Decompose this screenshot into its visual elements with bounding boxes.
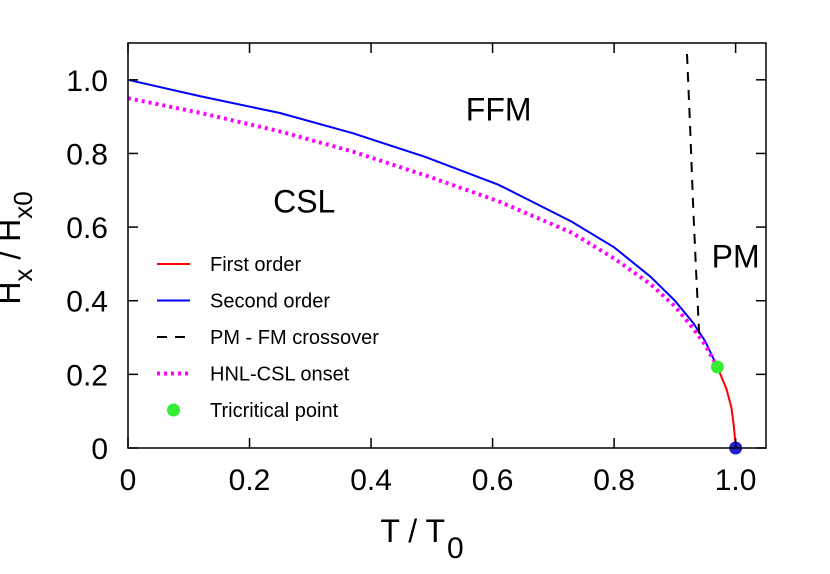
series-line-hnl-csl-onset [127, 96, 720, 368]
y-axis-label-numerator-text: H [0, 282, 27, 305]
x-tick-label: 0.8 [593, 464, 635, 497]
legend-label-pm-fm-crossover: PM - FM crossover [210, 327, 379, 349]
point-tricritical-point [710, 360, 724, 374]
points-layer [710, 360, 743, 455]
region-label-ffm: FFM [466, 91, 532, 127]
x-tick-label: 1.0 [715, 464, 757, 497]
region-label-csl: CSL [273, 183, 335, 219]
x-tick-label: 0 [120, 464, 137, 497]
y-tick-label: 0 [91, 433, 108, 466]
y-axis-label-numerator: Hx / Hx0 [0, 191, 38, 304]
regions-layer: FFM CSL PM [273, 91, 760, 274]
y-tick-label: 0.4 [66, 286, 108, 319]
series-layer [127, 53, 737, 449]
x-tick-label: 0.4 [350, 464, 392, 497]
legend-label-first-order: First order [210, 254, 301, 276]
legend-swatch-tricritical-point [167, 403, 180, 417]
x-tick-label: 0.2 [229, 464, 271, 497]
y-tick-label: 0.8 [66, 138, 108, 171]
ticks-layer: 0 0.2 0.4 0.6 0.8 1.0 0 0.2 0.4 0.6 0.8 1.0 [66, 43, 766, 497]
y-tick-label: 1.0 [66, 65, 108, 98]
y-tick-label: 0.2 [66, 359, 108, 392]
x-tick-label: 0.6 [472, 464, 514, 497]
y-axis-label-slash: / H [0, 219, 27, 269]
plot-frame [127, 42, 767, 449]
legend: First order Second order PM - FM crossover… [157, 254, 379, 422]
series-line-pm-fm-crossover [686, 53, 701, 334]
y-tick-label: 0.6 [66, 212, 108, 245]
x-axis-label-subscript: 0 [447, 532, 464, 565]
legend-label-second-order: Second order [210, 291, 330, 313]
x-axis-label: T / T [380, 513, 445, 549]
series-line-second-order [127, 78, 719, 368]
legend-label-tricritical-point: Tricritical point [210, 400, 339, 422]
legend-label-hnl-csl-onset: HNL-CSL onset [210, 364, 350, 386]
y-axis-label-subscript-x0: x0 [8, 191, 38, 218]
y-axis-label: Hx / Hx0 [0, 191, 38, 304]
y-axis-label-subscript-x: x [8, 269, 38, 282]
series-line-first-order [716, 366, 737, 449]
region-label-pm: PM [712, 239, 760, 275]
